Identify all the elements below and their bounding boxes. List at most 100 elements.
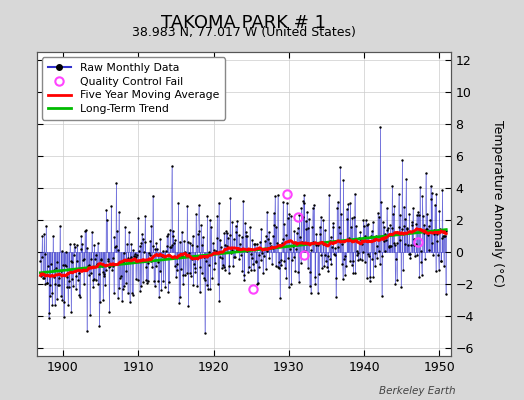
Point: [278, 236, 287, 242]
Point: [100, 273, 108, 279]
Point: [178, 253, 187, 259]
Point: [359, 217, 368, 224]
Point: [269, 210, 278, 216]
Point: [57, 293, 66, 299]
Point: [201, 330, 209, 336]
Point: [224, 270, 233, 276]
Point: [213, 213, 222, 219]
Point: [39, 275, 47, 281]
Point: [306, 269, 314, 276]
Point: [164, 289, 172, 296]
Point: [236, 252, 245, 258]
Point: [379, 238, 388, 244]
Point: [412, 220, 420, 227]
Point: [81, 266, 90, 272]
Text: 38.983 N, 77.017 W (United States): 38.983 N, 77.017 W (United States): [132, 26, 356, 39]
Point: [239, 198, 247, 204]
Point: [301, 218, 310, 224]
Point: [118, 259, 127, 266]
Point: [369, 219, 377, 225]
Point: [298, 239, 306, 245]
Point: [343, 216, 351, 222]
Point: [228, 218, 236, 225]
Point: [336, 164, 344, 170]
Point: [235, 256, 244, 262]
Point: [431, 268, 440, 274]
Point: [431, 201, 439, 208]
Point: [430, 231, 438, 237]
Point: [42, 280, 51, 286]
Point: [243, 248, 252, 254]
Point: [442, 228, 451, 234]
Point: [68, 258, 76, 265]
Point: [290, 254, 298, 260]
Point: [272, 224, 280, 230]
Point: [58, 296, 67, 303]
Point: [332, 274, 341, 281]
Point: [411, 240, 420, 247]
Point: [220, 230, 228, 236]
Point: [151, 246, 159, 252]
Text: TAKOMA PARK # 1: TAKOMA PARK # 1: [161, 14, 326, 32]
Point: [79, 256, 88, 263]
Point: [45, 315, 53, 321]
Point: [262, 233, 270, 240]
Point: [134, 276, 142, 283]
Point: [342, 263, 350, 270]
Point: [429, 252, 437, 258]
Point: [230, 254, 238, 260]
Point: [375, 214, 384, 220]
Point: [102, 266, 110, 273]
Point: [89, 276, 97, 283]
Point: [189, 232, 197, 239]
Point: [396, 236, 404, 243]
Point: [424, 223, 433, 229]
Point: [248, 255, 256, 261]
Point: [315, 271, 323, 278]
Point: [388, 182, 397, 189]
Point: [102, 206, 111, 213]
Point: [384, 242, 392, 249]
Point: [312, 231, 321, 238]
Point: [334, 244, 343, 250]
Point: [364, 221, 373, 227]
Point: [254, 280, 263, 287]
Point: [387, 225, 396, 232]
Point: [322, 242, 331, 248]
Point: [51, 302, 59, 309]
Point: [147, 223, 156, 229]
Point: [80, 256, 89, 263]
Point: [180, 272, 189, 278]
Point: [64, 284, 73, 290]
Point: [260, 253, 268, 259]
Point: [292, 240, 301, 246]
Point: [196, 264, 204, 270]
Point: [91, 256, 99, 262]
Point: [423, 226, 431, 232]
Point: [128, 290, 136, 296]
Point: [357, 237, 365, 243]
Point: [335, 230, 344, 237]
Point: [348, 214, 356, 221]
Point: [233, 246, 241, 253]
Point: [221, 266, 230, 273]
Point: [50, 266, 59, 273]
Point: [279, 199, 287, 205]
Point: [390, 242, 399, 248]
Point: [271, 193, 279, 199]
Point: [182, 270, 191, 276]
Point: [46, 282, 54, 288]
Point: [136, 243, 144, 250]
Point: [232, 229, 241, 235]
Point: [230, 236, 238, 242]
Point: [93, 261, 101, 268]
Point: [261, 238, 269, 244]
Point: [148, 264, 156, 270]
Point: [152, 240, 161, 246]
Point: [376, 260, 384, 267]
Point: [410, 236, 419, 243]
Point: [166, 226, 174, 233]
Point: [188, 256, 196, 263]
Point: [280, 258, 289, 264]
Point: [227, 246, 236, 253]
